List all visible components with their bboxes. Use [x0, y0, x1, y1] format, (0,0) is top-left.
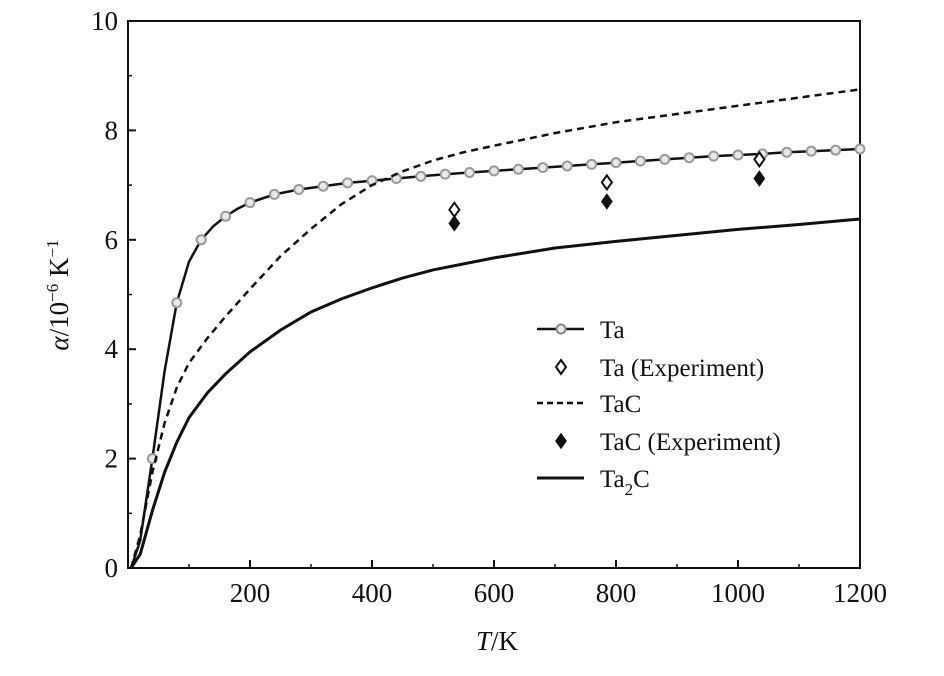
plot-frame: [127, 20, 861, 569]
series-marker-ta: [415, 170, 427, 182]
series-marker-ta: [634, 155, 646, 167]
legend-label-tac: TaC: [600, 391, 641, 418]
series-marker-ta: [561, 160, 573, 172]
x-tick-label: 800: [596, 578, 637, 608]
series-marker-ta: [293, 183, 305, 195]
series-marker-ta: [586, 158, 598, 170]
data-point-tac-experiment: [753, 170, 766, 187]
series-marker-ta: [805, 145, 817, 157]
data-point-ta-experiment: [448, 200, 461, 219]
series-marker-ta: [488, 165, 500, 177]
y-tick-label: 0: [105, 553, 119, 583]
series-marker-ta: [854, 143, 866, 155]
legend-label-ta: Ta: [600, 317, 625, 344]
series-marker-ta: [708, 150, 720, 162]
series-layer: [129, 88, 866, 569]
x-tick-label: 200: [230, 578, 271, 608]
x-tick-label: 600: [474, 578, 515, 608]
y-axis-label: α/10−6 K−1: [43, 239, 74, 350]
legend-label-tac-experiment: TaC (Experiment): [600, 429, 781, 456]
legend-entry-ta-experiment: Ta (Experiment): [554, 355, 764, 382]
series-marker-ta: [683, 152, 695, 164]
legend-entry-ta2c: Ta2C: [537, 466, 650, 499]
series-marker-ta: [830, 144, 842, 156]
legend-label-ta-experiment: Ta (Experiment): [600, 355, 764, 382]
x-tick-label: 1200: [833, 578, 887, 608]
y-tick-label: 6: [105, 225, 119, 255]
y-tick-label: 4: [105, 334, 119, 364]
x-tick-label: 1000: [711, 578, 765, 608]
series-marker-ta: [244, 197, 256, 209]
x-axis-label: T/K: [476, 626, 519, 656]
series-marker-ta: [610, 157, 622, 169]
legend-entry-tac: TaC: [537, 391, 641, 418]
x-tick-label: 400: [352, 578, 393, 608]
series-marker-ta: [342, 177, 354, 189]
legend-marker-tac-experiment: [555, 432, 567, 450]
legend-label-ta2c: Ta2C: [600, 466, 650, 499]
series-marker-ta: [732, 149, 744, 161]
data-point-tac-experiment: [448, 215, 461, 232]
series-line-tac: [129, 88, 861, 569]
series-marker-ta: [464, 167, 476, 179]
axis-tick-labels: 0 2 4 6 8 10 200 400 600 800 1000 1200: [91, 6, 887, 608]
legend-entry-tac-experiment: TaC (Experiment): [555, 429, 781, 456]
legend: Ta Ta (Experiment) TaC TaC (Experiment) …: [537, 317, 781, 499]
series-line-ta2c: [129, 217, 861, 569]
series-marker-ta: [195, 234, 207, 246]
y-tick-label: 8: [105, 115, 119, 145]
series-marker-ta: [512, 163, 524, 175]
data-point-ta-experiment: [600, 173, 614, 192]
series-marker-ta: [781, 146, 793, 158]
series-marker-ta: [659, 153, 671, 165]
series-marker-ta: [439, 168, 451, 180]
y-tick-label: 10: [91, 6, 118, 36]
series-marker-ta: [171, 297, 183, 309]
legend-marker-ta: [555, 323, 567, 335]
data-point-tac-experiment: [600, 193, 613, 210]
series-marker-ta: [220, 210, 232, 222]
series-marker-ta: [537, 162, 549, 174]
series-marker-ta: [317, 180, 329, 192]
data-point-ta-experiment: [753, 150, 766, 169]
y-tick-label: 2: [105, 444, 119, 474]
axis-ticks: [128, 20, 861, 569]
legend-marker-ta-experiment: [554, 358, 568, 376]
series-marker-ta: [268, 188, 280, 200]
legend-entry-ta: Ta: [537, 317, 625, 344]
